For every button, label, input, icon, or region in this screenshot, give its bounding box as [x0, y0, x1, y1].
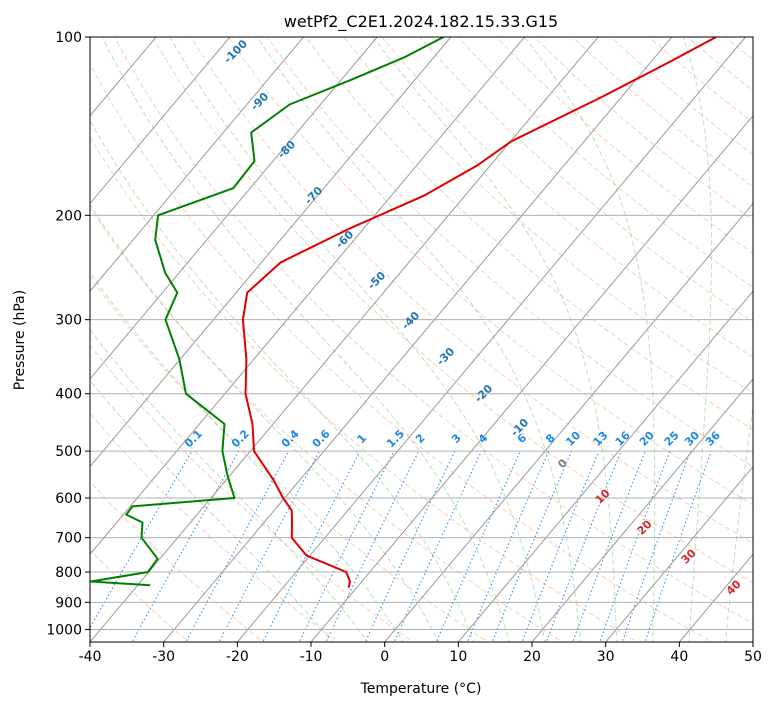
isotherm-line [163, 37, 673, 642]
y-tick-label: 800 [55, 565, 82, 581]
dry-adiabat-line [228, 37, 753, 506]
dry-adiabat-line [90, 412, 340, 642]
x-tick-label: 20 [523, 649, 541, 665]
isotherm-line [310, 115, 753, 642]
y-tick-label: 100 [55, 30, 82, 46]
y-tick-label: 300 [55, 313, 82, 329]
dry-adiabat-line [113, 37, 753, 625]
sounding-profiles [90, 37, 717, 588]
x-tick-label: 30 [597, 649, 615, 665]
dry-adiabat-line [342, 37, 753, 394]
isotherm-line [90, 37, 304, 292]
dry-adiabat-line [381, 37, 753, 358]
x-tick-label: -20 [226, 649, 249, 665]
dry-adiabat-line [90, 549, 190, 642]
mixing-ratio-line [185, 450, 290, 642]
isotherm-line [90, 37, 231, 205]
isotherm-line [90, 37, 452, 468]
dry-adiabat-line [90, 480, 265, 642]
y-tick-label: 600 [55, 491, 82, 507]
y-tick-label: 200 [55, 208, 82, 224]
x-tick-label: -30 [152, 649, 175, 665]
x-tick-label: 40 [670, 649, 688, 665]
isotherm-line [752, 641, 753, 642]
pressure-gridlines [90, 37, 753, 630]
chart-title: wetPf2_C2E1.2024.182.15.33.G15 [284, 12, 558, 32]
isotherm-line [0, 37, 9, 642]
dry-adiabat-line [90, 206, 564, 642]
dry-adiabat-line [90, 62, 713, 642]
isotherm-line [531, 378, 753, 642]
dry-adiabat-line [90, 136, 638, 642]
dry-adiabat-line [304, 37, 753, 431]
isotherm-line [236, 37, 746, 642]
isotherm-line [90, 37, 599, 642]
y-tick-label: 1000 [46, 622, 82, 638]
mixing-ratio-line [364, 450, 456, 642]
y-tick-label: 400 [55, 387, 82, 403]
y-tick-label: 900 [55, 595, 82, 611]
dry-adiabat-line [768, 10, 775, 645]
plot-frame [89, 36, 754, 643]
moist-adiabat-line [762, 24, 775, 645]
axes: -40 -30 -20 -10 0 10 20 30 40 50 100 200 300 400 500 60… [46, 30, 762, 665]
x-tick-label: -10 [300, 649, 323, 665]
mixing-ratio-line [545, 450, 622, 642]
mixing-ratio-line [466, 450, 550, 642]
x-axis-label: Temperature (°C) [360, 681, 482, 697]
x-tick-label: -40 [79, 649, 102, 665]
dry-adiabat-line [90, 276, 489, 642]
x-tick-label: 0 [380, 649, 389, 665]
dry-adiabat-line [152, 37, 753, 584]
isotherm-line [457, 290, 753, 642]
plot-background [90, 37, 753, 642]
isotherm-line [90, 37, 525, 556]
mixing-ratio-line [572, 450, 646, 642]
x-tick-label: 50 [744, 649, 762, 665]
isotherm-line [384, 202, 753, 642]
y-tick-label: 700 [55, 531, 82, 547]
mixing-ratio-line [218, 450, 320, 642]
mixing-ratio-line [521, 450, 600, 642]
x-tick-label: 10 [449, 649, 467, 665]
mixing-ratio-line [644, 450, 712, 642]
temperature-profile-line [241, 37, 717, 588]
mixing-ratio-line [621, 450, 692, 642]
mixing-ratio-line [90, 450, 193, 629]
isotherm-line [90, 37, 378, 380]
dry-adiabat-line [190, 37, 753, 544]
y-axis-label: Pressure (hPa) [12, 290, 28, 390]
isotherm-line [605, 465, 753, 642]
y-tick-label: 500 [55, 444, 82, 460]
dewpoint-profile-line [90, 37, 444, 587]
dry-adiabat-line [90, 344, 414, 642]
mixing-ratio-line [599, 450, 671, 642]
moist-adiabat-line [90, 119, 475, 642]
